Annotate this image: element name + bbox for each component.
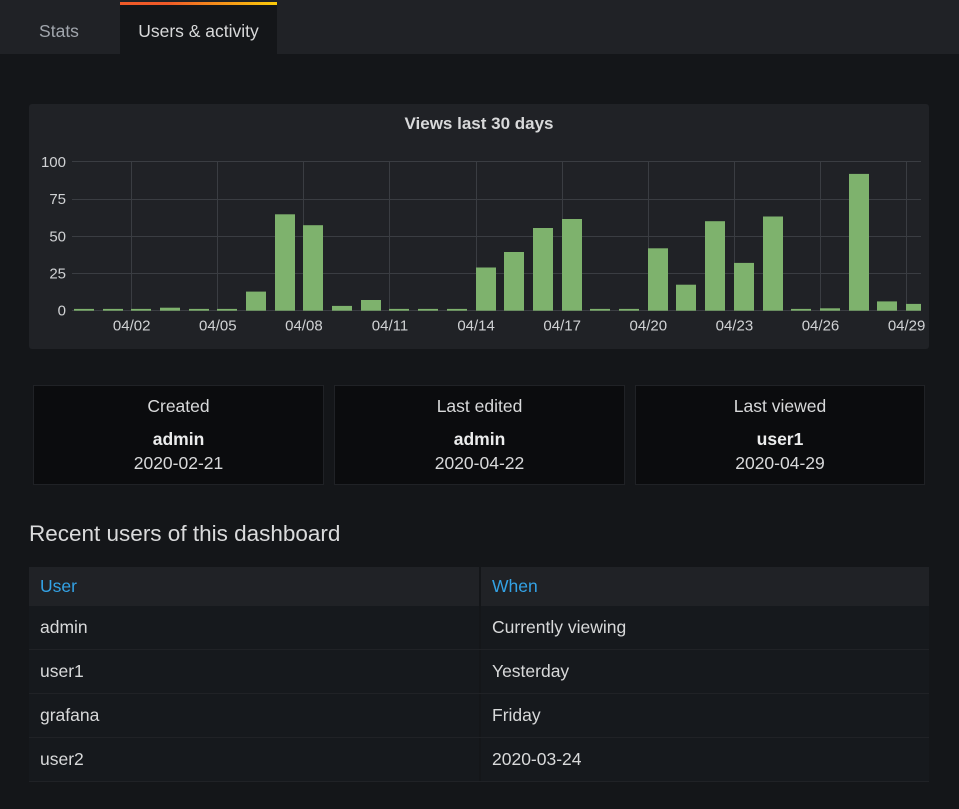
svg-text:25: 25 bbox=[49, 266, 66, 283]
svg-text:50: 50 bbox=[49, 228, 66, 245]
svg-text:04/11: 04/11 bbox=[372, 318, 408, 335]
svg-text:04/05: 04/05 bbox=[199, 318, 237, 335]
svg-text:04/17: 04/17 bbox=[543, 318, 581, 335]
svg-text:04/02: 04/02 bbox=[113, 318, 151, 335]
svg-text:0: 0 bbox=[58, 303, 66, 320]
svg-text:100: 100 bbox=[41, 154, 66, 171]
svg-text:04/14: 04/14 bbox=[457, 318, 495, 335]
svg-text:04/26: 04/26 bbox=[802, 318, 840, 335]
svg-text:04/20: 04/20 bbox=[630, 318, 668, 335]
svg-text:04/29: 04/29 bbox=[888, 318, 926, 335]
svg-text:75: 75 bbox=[49, 191, 66, 208]
svg-text:04/23: 04/23 bbox=[716, 318, 754, 335]
svg-text:04/08: 04/08 bbox=[285, 318, 323, 335]
